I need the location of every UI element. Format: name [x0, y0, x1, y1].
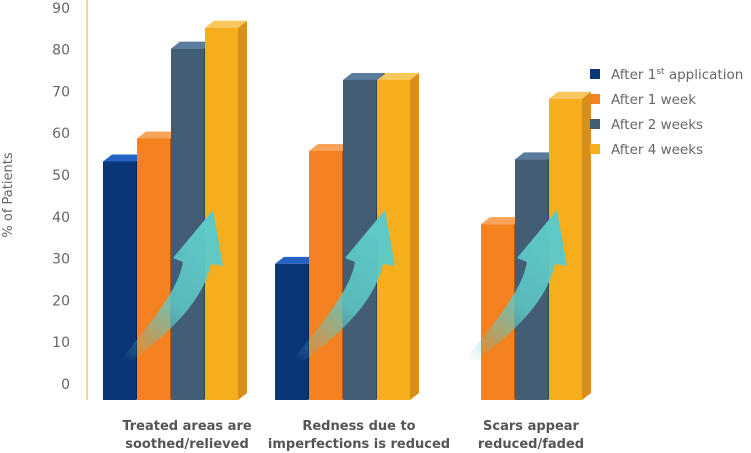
legend-label: After 4 weeks — [611, 142, 703, 158]
x-category-label: imperfections is reduced — [268, 437, 450, 452]
y-tick-label: 50 — [52, 168, 70, 184]
legend-swatch — [590, 94, 600, 104]
bar-top — [377, 72, 419, 80]
y-tick-label: 30 — [52, 252, 70, 268]
trend-arrow-icon — [295, 210, 395, 360]
bar-top — [275, 256, 317, 264]
bar-side — [410, 72, 419, 400]
bar-top — [515, 152, 557, 160]
legend-label: After 2 weeks — [611, 117, 703, 133]
bar-top — [171, 41, 213, 49]
legend-label: After 1st application — [611, 67, 743, 83]
y-tick-label: 0 — [61, 377, 70, 393]
bar-top — [343, 72, 385, 80]
bar-top — [549, 91, 591, 99]
bar-top — [103, 154, 145, 162]
bar-top — [205, 20, 247, 28]
legend-swatch — [590, 69, 600, 79]
bar-top — [137, 131, 179, 139]
bar — [275, 263, 308, 400]
x-category-label: soothed/relieved — [125, 437, 249, 452]
bar — [309, 151, 342, 400]
bar-top — [481, 217, 523, 225]
x-category-label: Treated areas are — [122, 419, 252, 434]
x-category-label: Redness due to — [302, 419, 415, 434]
y-tick-label: 80 — [52, 43, 70, 59]
y-tick-label: 10 — [52, 335, 70, 351]
bar — [171, 48, 204, 400]
y-tick-label: 60 — [52, 126, 70, 142]
y-axis-label: % of Patients — [1, 152, 16, 237]
bar-top — [309, 144, 351, 152]
x-category-label: Scars appear — [483, 419, 579, 434]
y-tick-label: 90 — [52, 1, 70, 17]
y-tick-label: 20 — [52, 293, 70, 309]
legend-swatch — [590, 119, 600, 129]
y-tick-label: 70 — [52, 84, 70, 100]
trend-arrow-icon — [467, 210, 567, 360]
bar — [137, 138, 170, 400]
x-category-label: reduced/faded — [478, 437, 584, 452]
legend-swatch — [590, 144, 600, 154]
y-tick-label: 40 — [52, 210, 70, 226]
bar-side — [238, 20, 247, 400]
bar — [103, 161, 136, 400]
bar-side — [582, 91, 591, 400]
legend-label: After 1 week — [611, 92, 696, 108]
trend-arrow-icon — [123, 210, 223, 360]
